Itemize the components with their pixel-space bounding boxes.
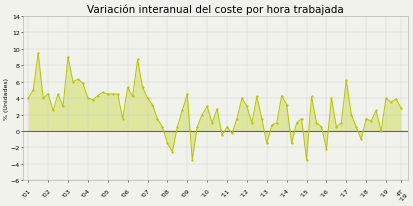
Point [79, 82, 86, 85]
Point [69, 81, 76, 84]
Point [99, 91, 106, 95]
Point [183, 93, 190, 96]
Point [243, 105, 249, 108]
Point [223, 126, 230, 129]
Point [188, 158, 195, 162]
Point [297, 117, 304, 121]
Point [84, 97, 91, 100]
Point [352, 126, 358, 129]
Point [342, 79, 349, 82]
Point [278, 95, 284, 98]
Point [248, 122, 254, 125]
Point [198, 113, 205, 117]
Point [169, 150, 175, 153]
Point [203, 105, 210, 108]
Point [362, 117, 368, 121]
Point [154, 117, 160, 121]
Point [193, 126, 200, 129]
Point [263, 142, 269, 145]
Point [392, 98, 398, 101]
Point [45, 93, 51, 96]
Point [302, 158, 309, 162]
Point [178, 109, 185, 112]
Point [327, 97, 334, 100]
Point [357, 138, 363, 141]
Point [282, 104, 289, 107]
Point [55, 93, 61, 96]
Point [228, 132, 235, 136]
Point [129, 95, 135, 99]
Point [149, 104, 155, 107]
Point [213, 108, 220, 111]
Point [347, 113, 354, 117]
Point [109, 93, 116, 96]
Point [396, 107, 403, 110]
Point [273, 122, 279, 125]
Point [317, 126, 324, 129]
Point [377, 130, 383, 133]
Point [233, 117, 240, 121]
Point [104, 93, 111, 96]
Point [119, 117, 126, 121]
Point [124, 86, 131, 90]
Point [372, 109, 378, 112]
Point [159, 126, 165, 129]
Point [94, 95, 101, 98]
Point [387, 101, 393, 104]
Point [40, 97, 46, 100]
Point [50, 109, 56, 112]
Point [25, 97, 31, 100]
Point [144, 97, 150, 100]
Point [164, 142, 170, 145]
Point [30, 89, 36, 92]
Point [268, 124, 274, 127]
Point [337, 122, 344, 125]
Point [208, 122, 215, 125]
Point [35, 52, 41, 55]
Point [218, 134, 225, 137]
Point [64, 56, 71, 59]
Point [253, 95, 259, 99]
Point [238, 97, 244, 100]
Point [382, 97, 388, 100]
Point [312, 122, 319, 125]
Title: Variación interanual del coste por hora trabajada: Variación interanual del coste por hora … [87, 4, 343, 15]
Point [287, 142, 294, 145]
Point [258, 117, 264, 121]
Point [114, 93, 121, 96]
Point [89, 99, 96, 102]
Point [332, 126, 339, 129]
Point [322, 148, 329, 151]
Point [292, 122, 299, 125]
Point [173, 126, 180, 129]
Point [134, 59, 140, 62]
Point [139, 86, 145, 90]
Point [59, 105, 66, 108]
Y-axis label: % (Unidades): % (Unidades) [4, 78, 9, 119]
Point [307, 95, 314, 99]
Point [74, 78, 81, 81]
Point [367, 120, 373, 123]
